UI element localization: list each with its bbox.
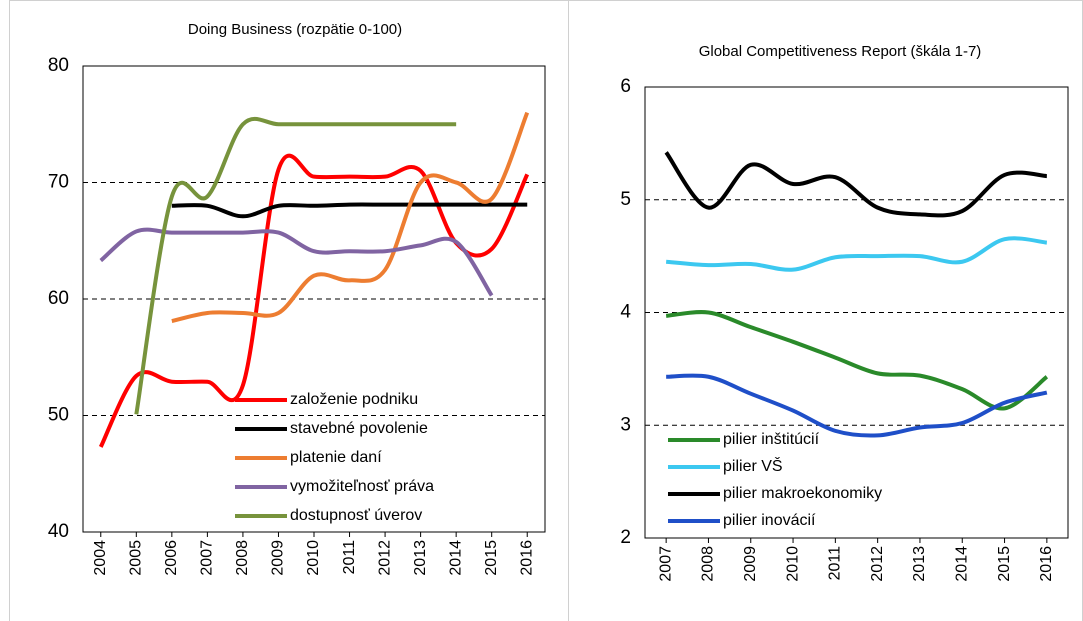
legend-label: dostupnosť úverov — [290, 507, 422, 524]
plot-border — [644, 86, 1069, 539]
x-tick-label: 2014 — [953, 546, 970, 582]
x-tick-label: 2011 — [341, 540, 358, 575]
panel-border — [9, 0, 569, 621]
y-tick-label: 4 — [620, 302, 631, 323]
chart-title: Doing Business (rozpätie 0-100) — [188, 21, 402, 38]
legend-label: založenie podniku — [290, 391, 418, 408]
y-tick-label: 40 — [48, 521, 69, 542]
y-tick-label: 6 — [620, 76, 631, 97]
y-tick-label: 50 — [48, 405, 69, 426]
x-tick-label: 2011 — [827, 546, 844, 581]
series-line — [665, 310, 1049, 411]
x-tick-label: 2014 — [447, 540, 464, 576]
series-line — [666, 373, 1048, 438]
x-tick-label: 2010 — [305, 540, 322, 576]
series-line — [171, 202, 528, 219]
y-tick-label: 3 — [620, 414, 631, 435]
x-tick-label: 2016 — [1038, 546, 1055, 582]
x-tick-label: 2007 — [199, 540, 216, 576]
x-tick-label: 2016 — [518, 540, 535, 576]
y-tick-label: 80 — [48, 55, 69, 76]
y-tick-label: 60 — [48, 288, 69, 309]
series-line — [665, 236, 1048, 272]
series-line — [99, 227, 494, 297]
series-line — [134, 116, 457, 415]
x-tick-label: 2010 — [784, 546, 801, 582]
x-tick-label: 2009 — [270, 540, 287, 576]
legend-label: pilier VŠ — [723, 456, 783, 475]
x-tick-label: 2006 — [163, 540, 180, 576]
x-tick-label: 2012 — [869, 546, 886, 582]
series-line — [171, 111, 530, 324]
legend-label: platenie daní — [290, 449, 382, 466]
legend-label: pilier makroekonomiky — [723, 485, 882, 502]
x-tick-label: 2008 — [700, 546, 717, 582]
legend-label: vymožiteľnosť práva — [290, 478, 434, 495]
legend-label: pilier inovácií — [723, 512, 816, 529]
x-tick-label: 2004 — [92, 540, 109, 576]
x-tick-label: 2007 — [657, 546, 674, 582]
series-line — [664, 151, 1048, 218]
x-tick-label: 2009 — [742, 546, 759, 582]
x-tick-label: 2013 — [412, 540, 429, 576]
legend-label: pilier inštitúcií — [723, 431, 820, 448]
x-tick-label: 2013 — [911, 546, 928, 582]
legend-label: stavebné povolenie — [290, 420, 428, 437]
x-tick-label: 2012 — [376, 540, 393, 576]
y-tick-label: 70 — [48, 172, 69, 193]
x-tick-label: 2015 — [996, 546, 1013, 582]
chart-title: Global Competitiveness Report (škála 1-7… — [699, 43, 982, 60]
x-tick-label: 2008 — [234, 540, 251, 576]
x-tick-label: 2005 — [128, 540, 145, 576]
y-tick-label: 5 — [620, 189, 631, 210]
panel-border — [568, 0, 1083, 621]
x-tick-label: 2015 — [483, 540, 500, 576]
y-tick-label: 2 — [620, 527, 631, 548]
